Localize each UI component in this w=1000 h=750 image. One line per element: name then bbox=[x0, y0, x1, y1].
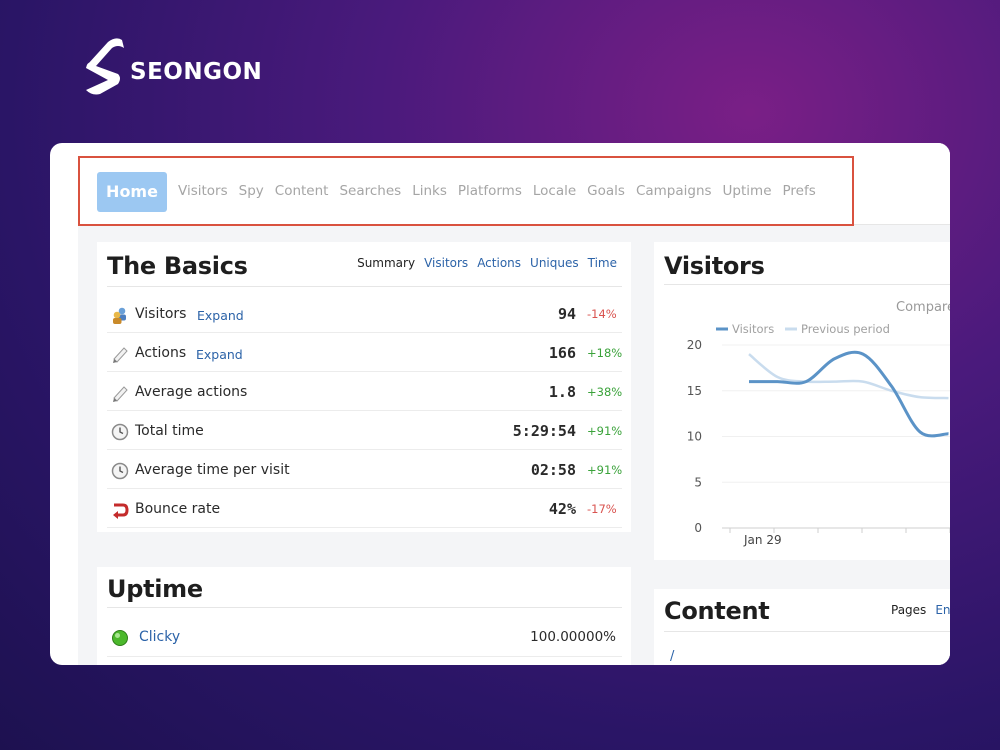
basics-tab-visitors[interactable]: Visitors bbox=[424, 256, 469, 270]
content-title: Content bbox=[664, 597, 770, 625]
basics-tab-actions[interactable]: Actions bbox=[477, 256, 522, 270]
basics-panel: The Basics Summary Visitors Actions Uniques… bbox=[97, 242, 631, 532]
row-change: +38% bbox=[587, 385, 623, 399]
basics-row-total-time: Total time 5:29:54 +91% bbox=[107, 411, 622, 450]
visitors-chart: 0 5 10 15 20 Jan 29 Visitors Previous period bbox=[687, 322, 950, 547]
y-tick-label: 0 bbox=[694, 521, 702, 535]
expand-link[interactable]: Expand bbox=[196, 347, 243, 362]
x-tick-label: Jan 29 bbox=[743, 533, 782, 547]
nav-item-searches[interactable]: Searches bbox=[339, 183, 402, 199]
row-value: 02:58 bbox=[530, 461, 576, 479]
basics-row-average-time-per-visit: Average time per visit 02:58 +91% bbox=[107, 450, 622, 489]
y-tick-label: 20 bbox=[687, 338, 702, 352]
uptime-value: 100.00000% bbox=[530, 629, 616, 645]
nav-item-campaigns[interactable]: Campaigns bbox=[635, 183, 712, 199]
legend-label-previous-period[interactable]: Previous period bbox=[801, 322, 890, 336]
nav-item-goals[interactable]: Goals bbox=[587, 183, 625, 199]
nav-item-platforms[interactable]: Platforms bbox=[457, 183, 522, 199]
basics-title-rule bbox=[107, 286, 622, 287]
analytics-screen: Home Visitors Spy Content Searches Links Plat… bbox=[78, 143, 950, 665]
row-label: Actions bbox=[135, 345, 187, 361]
basics-row-actions: Actions Expand 166 +18% bbox=[107, 333, 622, 372]
row-label: Visitors bbox=[135, 306, 187, 322]
compare-label[interactable]: Compare bbox=[896, 300, 950, 315]
series-line-visitors bbox=[749, 350, 949, 438]
actions-icon bbox=[113, 347, 128, 363]
actions-icon bbox=[113, 386, 128, 402]
uptime-row: Clicky 100.00000% bbox=[107, 619, 622, 657]
nav-home-button[interactable]: Home bbox=[97, 172, 167, 212]
basics-title: The Basics bbox=[107, 252, 248, 280]
content-panel: Content Pages Ent / bbox=[654, 589, 950, 665]
row-value: 5:29:54 bbox=[512, 422, 576, 440]
basics-row-average-actions: Average actions 1.8 +38% bbox=[107, 372, 622, 411]
content-tab-pages[interactable]: Pages bbox=[891, 603, 927, 617]
nav-item-prefs[interactable]: Prefs bbox=[782, 183, 816, 199]
y-tick-label: 10 bbox=[687, 430, 702, 444]
row-value: 94 bbox=[557, 305, 576, 323]
brand-name: SEONGON bbox=[130, 59, 263, 85]
row-label: Bounce rate bbox=[135, 501, 221, 517]
content-title-rule bbox=[664, 631, 950, 632]
uptime-panel: Uptime Clicky 100.00000% bbox=[97, 567, 631, 665]
basics-row-visitors: Visitors Expand 94 -14% bbox=[107, 294, 622, 333]
visitors-panel: Visitors Compare 0 5 10 15 20 Jan 29 Visitors P… bbox=[654, 242, 950, 560]
clock-icon bbox=[111, 423, 129, 441]
series-line-previous-period bbox=[748, 353, 949, 400]
y-tick-label: 5 bbox=[694, 475, 702, 489]
row-value: 42% bbox=[548, 500, 576, 518]
row-label: Average actions bbox=[135, 384, 248, 400]
visitors-icon bbox=[113, 307, 126, 324]
row-change: -17% bbox=[587, 502, 617, 516]
seongon-logo-mark-icon bbox=[86, 38, 124, 95]
nav-item-content[interactable]: Content bbox=[274, 183, 329, 199]
basics-tabs: Summary Visitors Actions Uniques Time bbox=[348, 256, 617, 270]
visitors-title: Visitors bbox=[664, 252, 765, 280]
screenshot-card: Home Visitors Spy Content Searches Links Plat… bbox=[50, 143, 950, 665]
clock-icon bbox=[111, 462, 129, 480]
nav-items: Visitors Spy Content Searches Links Platforms… bbox=[178, 183, 827, 199]
row-label: Total time bbox=[135, 423, 204, 439]
status-dot-icon bbox=[112, 630, 128, 646]
row-change: +18% bbox=[587, 346, 623, 360]
uptime-title: Uptime bbox=[107, 575, 203, 603]
row-change: -14% bbox=[587, 307, 617, 321]
nav-item-locale[interactable]: Locale bbox=[532, 183, 577, 199]
seongon-logo: SEONGON bbox=[78, 34, 262, 98]
nav-item-links[interactable]: Links bbox=[412, 183, 447, 199]
content-first-row[interactable]: / bbox=[670, 649, 675, 664]
nav-item-spy[interactable]: Spy bbox=[238, 183, 264, 199]
row-value: 1.8 bbox=[548, 383, 576, 401]
content-tab-entrance[interactable]: Ent bbox=[935, 603, 950, 617]
basics-tab-uniques[interactable]: Uniques bbox=[530, 256, 579, 270]
expand-link[interactable]: Expand bbox=[197, 308, 244, 323]
uptime-title-rule bbox=[107, 607, 622, 608]
content-tabs: Pages Ent bbox=[882, 603, 950, 617]
basics-row-bounce-rate: Bounce rate 42% -17% bbox=[107, 489, 622, 528]
visitors-title-rule bbox=[664, 284, 950, 285]
top-navbar: Home Visitors Spy Content Searches Links Plat… bbox=[78, 143, 950, 225]
y-tick-label: 15 bbox=[687, 384, 702, 398]
row-value: 166 bbox=[548, 344, 576, 362]
legend-label-visitors[interactable]: Visitors bbox=[732, 322, 774, 336]
basics-tab-time[interactable]: Time bbox=[587, 256, 617, 270]
nav-item-visitors[interactable]: Visitors bbox=[178, 183, 228, 199]
row-change: +91% bbox=[587, 424, 623, 438]
row-label: Average time per visit bbox=[135, 462, 290, 478]
bounce-icon bbox=[113, 503, 129, 519]
basics-tab-summary[interactable]: Summary bbox=[357, 256, 416, 270]
nav-item-uptime[interactable]: Uptime bbox=[722, 183, 772, 199]
row-change: +91% bbox=[587, 463, 623, 477]
uptime-site-link[interactable]: Clicky bbox=[139, 629, 181, 645]
